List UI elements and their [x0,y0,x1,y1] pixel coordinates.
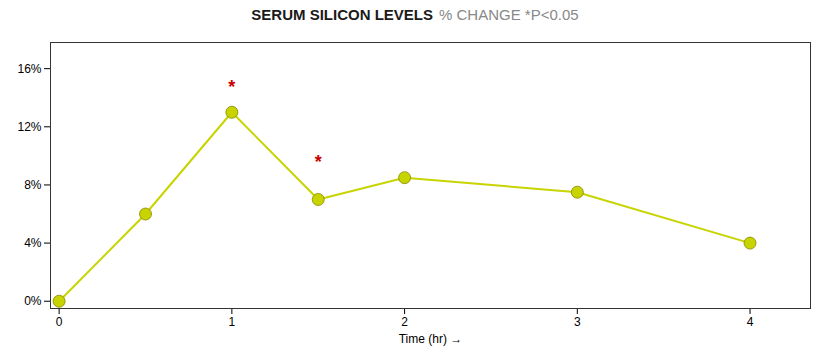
svg-text:*: * [228,77,235,97]
html-text:% CHANGE *P<0.05: % CHANGE *P<0.05 [439,6,579,23]
svg-text:3: 3 [574,315,581,329]
svg-text:Time (hr) →: Time (hr) → [399,332,463,346]
svg-text:1: 1 [229,315,236,329]
svg-text:16%: 16% [17,62,41,76]
svg-text:*: * [315,152,322,172]
svg-text:2: 2 [401,315,408,329]
svg-text:0%: 0% [24,294,42,308]
svg-text:4: 4 [747,315,754,329]
html-text:SERUM SILICON LEVELS: SERUM SILICON LEVELS [251,6,433,23]
svg-text:4%: 4% [24,236,42,250]
svg-text:0: 0 [56,315,63,329]
svg-text:8%: 8% [24,178,42,192]
svg-text:12%: 12% [17,120,41,134]
